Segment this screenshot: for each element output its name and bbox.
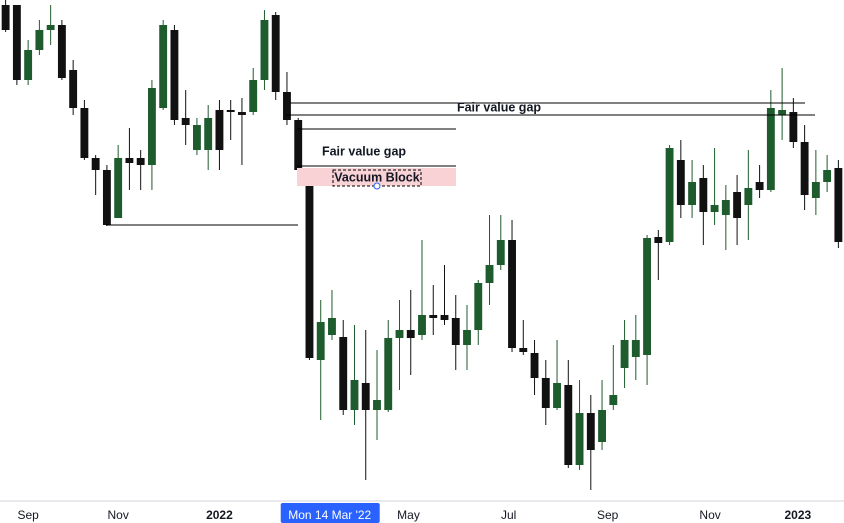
candle-body: [676, 160, 685, 205]
candle-body: [215, 110, 224, 150]
candle-body: [24, 50, 33, 80]
candle-body: [609, 395, 618, 405]
candle-body: [485, 265, 494, 283]
candle-body: [564, 385, 573, 465]
candle-body: [147, 88, 156, 165]
candle-body: [429, 315, 438, 318]
candle-body: [125, 158, 134, 163]
candle-body: [755, 182, 764, 190]
candle-body: [620, 340, 629, 368]
candle-body: [474, 283, 483, 330]
annotation: Fair value gap: [457, 100, 541, 114]
candle-body: [238, 112, 246, 115]
candle-body: [283, 92, 291, 120]
x-tick-label: Nov: [107, 508, 128, 522]
candle-body: [643, 238, 652, 355]
candle-body: [451, 318, 460, 345]
candle-body: [766, 108, 775, 190]
candle-body: [12, 5, 21, 80]
candle-body: [553, 383, 561, 408]
candle-body: [136, 158, 145, 165]
candle-body: [46, 25, 55, 30]
candle-body: [541, 378, 550, 408]
x-tick-label: Sep: [597, 508, 619, 522]
candle-body: [575, 413, 584, 465]
candle-body: [834, 168, 843, 242]
candle-body: [339, 337, 348, 410]
candle-body: [159, 25, 168, 108]
x-tick-label: 2022: [206, 508, 233, 522]
annotation: Vacuum Block: [334, 170, 419, 184]
candle-body: [721, 200, 730, 215]
candle-body: [395, 330, 404, 338]
annotation: Fair value gap: [322, 144, 406, 158]
candle-body: [811, 182, 820, 198]
candle-body: [598, 410, 606, 442]
candle-body: [654, 237, 663, 243]
candle-body: [305, 183, 314, 358]
candle-body: [102, 170, 111, 225]
candle-body: [384, 338, 393, 410]
candle-body: [260, 20, 269, 80]
candle-body: [69, 70, 78, 108]
candle-body: [226, 110, 235, 112]
annotations: Fair value gap Fair value gap Vacuum Blo…: [106, 100, 815, 226]
candle-body: [271, 15, 280, 92]
handle[interactable]: [373, 182, 381, 190]
candle-body: [665, 148, 674, 242]
candle-body: [361, 383, 370, 410]
candle-body: [710, 205, 719, 212]
candle-body: [823, 170, 832, 182]
candle-body: [328, 318, 336, 335]
candle-body: [463, 330, 471, 345]
candle-body: [350, 380, 359, 410]
vacuum-zone: [297, 168, 456, 186]
candle-body: [699, 178, 708, 212]
x-tick-label: Mon 14 Mar '22: [288, 508, 371, 522]
candle-body: [204, 118, 213, 150]
candle-body: [800, 142, 809, 195]
candle-body: [316, 322, 325, 360]
candle-body: [57, 25, 66, 78]
candle-body: [688, 182, 697, 205]
candle-body: [508, 240, 516, 348]
candle-body: [519, 348, 528, 352]
candle-body: [35, 30, 44, 50]
candle-body: [91, 158, 100, 170]
candle-body: [418, 315, 426, 335]
x-tick-label: Nov: [699, 508, 720, 522]
crosshair-label-bg: [280, 503, 380, 523]
candle-body: [170, 30, 179, 120]
x-tick-label: Sep: [17, 508, 39, 522]
candle-body: [1, 5, 10, 30]
candle-body: [778, 110, 787, 115]
candle-body: [789, 112, 798, 142]
candle-body: [80, 108, 89, 158]
candle-body: [114, 158, 123, 218]
candle-body: [192, 125, 201, 150]
candle-body: [744, 188, 753, 205]
x-tick-label: Jul: [501, 508, 516, 522]
candles: [1, 0, 843, 490]
candle-body: [586, 413, 595, 450]
candle-body: [406, 330, 415, 338]
candle-body: [181, 118, 190, 125]
candle-body: [249, 80, 258, 112]
x-tick-label: 2023: [785, 508, 812, 522]
candle-body: [373, 400, 381, 410]
candle-body: [440, 315, 449, 320]
x-tick-label: May: [397, 508, 420, 522]
candle-body: [733, 192, 742, 218]
candle-body: [496, 240, 505, 265]
candle-body: [294, 120, 303, 170]
candle-body: [631, 340, 640, 357]
candle-body: [530, 353, 539, 378]
